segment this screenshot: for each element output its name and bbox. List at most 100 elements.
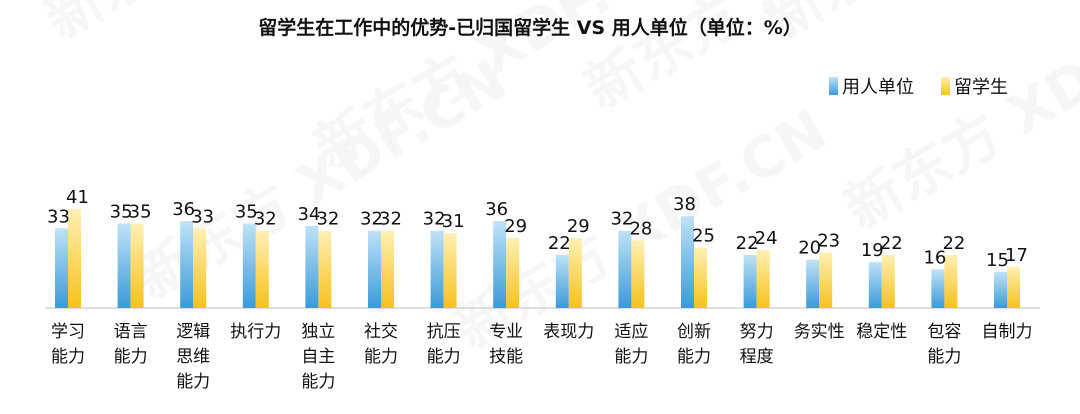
bar-employer — [681, 216, 694, 308]
category-label: 技能 — [489, 347, 523, 367]
value-label-student: 25 — [692, 226, 715, 247]
category-label: 适应 — [614, 322, 648, 342]
bar-student — [568, 238, 582, 308]
bar-student — [694, 247, 707, 308]
value-label-employer: 34 — [297, 204, 320, 225]
category-label: 表现力 — [543, 322, 594, 342]
bar-student — [318, 230, 332, 308]
category-label: 能力 — [677, 347, 711, 367]
value-label-employer: 19 — [861, 240, 884, 261]
legend-swatch-employer — [829, 77, 838, 95]
category-label: 语言 — [114, 322, 148, 342]
legend: 用人单位 留学生 — [829, 77, 1008, 98]
value-label-employer: 20 — [798, 238, 821, 259]
bar-student — [381, 230, 394, 308]
category-label: 能力 — [927, 347, 961, 367]
bar-employer — [242, 223, 256, 308]
value-label-employer: 35 — [235, 202, 258, 223]
value-label-employer: 15 — [986, 250, 1009, 271]
category-label: 能力 — [364, 347, 398, 367]
bar-employer — [117, 223, 131, 308]
bar-student — [443, 233, 457, 308]
bar-employer — [743, 254, 757, 308]
category-label: 程度 — [740, 347, 774, 367]
bar-student — [193, 228, 207, 308]
bar-student — [1007, 267, 1020, 308]
bar-student — [631, 240, 645, 308]
value-label-student: 29 — [567, 216, 590, 237]
value-label-employer: 33 — [47, 206, 70, 227]
bar-employer — [180, 221, 194, 308]
bar-employer — [931, 269, 945, 308]
category-label: 独立 — [301, 322, 335, 342]
category-label: 创新 — [677, 322, 711, 342]
value-label-student: 31 — [442, 211, 465, 232]
value-label-student: 32 — [254, 209, 277, 230]
value-label-student: 33 — [191, 206, 214, 227]
value-label-student: 22 — [942, 233, 965, 254]
bar-employer — [305, 225, 319, 308]
bar-employer — [55, 228, 68, 308]
category-label: 努力 — [740, 322, 774, 342]
category-label: 能力 — [51, 347, 85, 367]
category-label: 社交 — [364, 322, 398, 342]
category-label: 逻辑 — [176, 322, 210, 342]
value-label-student: 32 — [316, 209, 339, 230]
legend-swatch-student — [941, 77, 950, 95]
bar-student — [756, 250, 770, 308]
category-label: 自主 — [301, 347, 335, 367]
legend-label-employer: 用人单位 — [842, 77, 914, 98]
bar-student — [819, 252, 833, 308]
bar-employer — [994, 271, 1007, 308]
category-label: 能力 — [114, 347, 148, 367]
category-label: 学习 — [51, 322, 85, 342]
bar-student — [130, 223, 144, 308]
bar-employer — [555, 254, 569, 308]
value-label-student: 22 — [880, 233, 903, 254]
bars — [55, 209, 1020, 308]
bar-employer — [430, 230, 444, 308]
bar-student — [255, 230, 269, 308]
category-label: 能力 — [614, 347, 648, 367]
bar-employer — [493, 221, 507, 308]
value-label-student: 32 — [379, 209, 402, 230]
bar-student — [944, 254, 958, 308]
value-label-student: 35 — [129, 202, 152, 223]
category-label: 专业 — [489, 322, 523, 342]
value-label-employer: 32 — [423, 209, 446, 230]
bar-employer — [368, 230, 381, 308]
bar-employer — [868, 262, 882, 308]
category-label: 务实性 — [794, 322, 845, 342]
value-label-employer: 32 — [610, 209, 633, 230]
bar-student — [881, 254, 895, 308]
value-label-employer: 16 — [923, 247, 946, 268]
value-label-employer: 38 — [673, 194, 696, 215]
category-label: 包容 — [927, 322, 961, 342]
bar-employer — [806, 259, 820, 308]
value-label-student: 41 — [66, 187, 89, 208]
category-label: 稳定性 — [856, 322, 907, 342]
category-label: 能力 — [176, 372, 210, 392]
value-label-employer: 36 — [485, 199, 508, 220]
value-label-employer: 22 — [548, 233, 571, 254]
watermark-text: 新东方 XDF.CN — [755, 0, 1080, 52]
value-label-student: 24 — [755, 228, 778, 249]
chart-title: 留学生在工作中的优势-已归国留学生 VS 用人单位（单位：%） — [258, 16, 802, 39]
bar-employer — [618, 230, 632, 308]
value-label-student: 29 — [504, 216, 527, 237]
value-label-employer: 22 — [736, 233, 759, 254]
category-label: 思维 — [176, 347, 210, 367]
value-label-student: 28 — [629, 218, 652, 239]
watermark-text: 新东方 XDF.CN — [835, 0, 1080, 242]
category-label: 能力 — [427, 347, 461, 367]
category-label: 能力 — [301, 372, 335, 392]
value-label-employer: 32 — [360, 209, 383, 230]
value-label-student: 23 — [817, 231, 840, 252]
value-label-employer: 35 — [110, 202, 133, 223]
category-label: 自制力 — [982, 322, 1033, 342]
bar-student — [506, 238, 520, 308]
value-label-student: 17 — [1005, 245, 1028, 266]
